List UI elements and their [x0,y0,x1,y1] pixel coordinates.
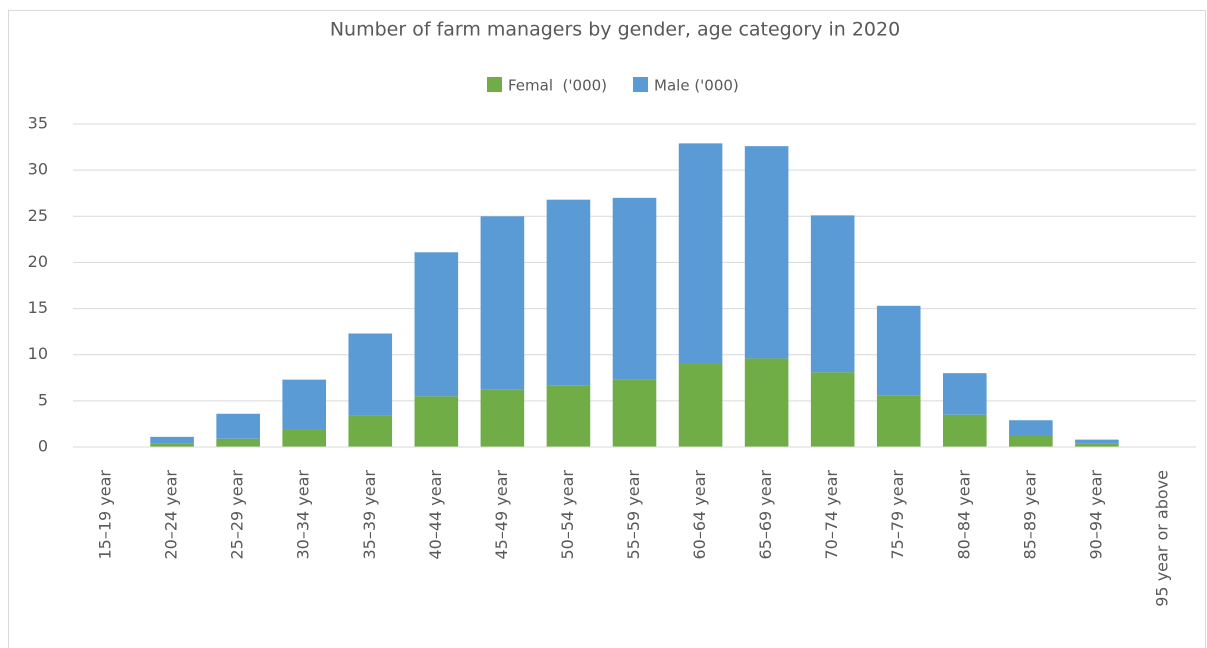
bar-segment [744,146,789,359]
x-tick-label: 85–89 year [1020,470,1039,560]
x-tick-label: 75–79 year [888,470,907,560]
x-tick-label: 65–69 year [756,470,775,560]
bar-segment [348,333,393,416]
y-tick-label: 30 [28,160,48,179]
legend-swatch [487,77,502,92]
x-tick-label: 45–49 year [492,470,511,560]
y-tick-label: 20 [28,252,48,271]
bar-segment [282,379,327,430]
legend-label: Male ('000) [654,77,739,95]
bar-segment [480,216,525,390]
bar-segment [678,363,723,447]
x-tick-label: 25–29 year [228,470,247,560]
x-tick-label: 55–59 year [624,470,643,560]
bar-segment [216,438,260,447]
bar-segment [876,395,921,447]
y-tick-label: 10 [28,344,48,363]
bar-segment [744,358,789,447]
bar-segment [1009,435,1053,447]
bar-segment [1075,443,1119,447]
x-tick-label: 40–44 year [426,470,445,560]
x-tick-label: 70–74 year [822,470,841,560]
bar-segment [348,415,393,447]
bar-segment [282,429,327,447]
x-tick-label: 95 year or above [1152,470,1171,607]
bar-segment [216,413,260,439]
y-tick-label: 35 [28,114,48,133]
bar-segment [810,372,855,447]
chart-frame [8,10,1206,648]
bar-segment [150,443,194,447]
bar-segment [546,199,591,386]
bar-segment [1075,439,1119,444]
bar-segment [942,414,987,447]
bar-segment [942,373,987,415]
bar-segment [546,385,591,447]
bar-segment [810,215,855,373]
bar-segment [480,389,525,447]
x-tick-label: 90–94 year [1086,470,1105,560]
bar-segment [678,143,723,364]
bar-segment [150,436,194,444]
legend-swatch [633,77,649,92]
legend-label: Femal ('000) [508,77,607,95]
chart-title: Number of farm managers by gender, age c… [330,19,900,41]
y-tick-label: 15 [28,298,48,317]
x-tick-label: 15–19 year [96,470,115,560]
x-tick-label: 60–64 year [690,470,709,560]
y-tick-label: 0 [38,437,48,456]
x-tick-label: 30–34 year [294,470,313,560]
y-tick-label: 5 [38,390,48,409]
bar-segment [612,197,657,380]
bar-segment [414,396,459,447]
x-tick-label: 50–54 year [558,470,577,560]
bar-segment [414,252,459,397]
y-tick-label: 25 [28,206,48,225]
x-tick-label: 20–24 year [162,470,181,560]
bar-segment [1009,420,1053,436]
x-tick-label: 35–39 year [360,470,379,560]
bar-segment [876,305,921,396]
bar-segment [612,379,657,447]
x-tick-label: 80–84 year [954,470,973,560]
